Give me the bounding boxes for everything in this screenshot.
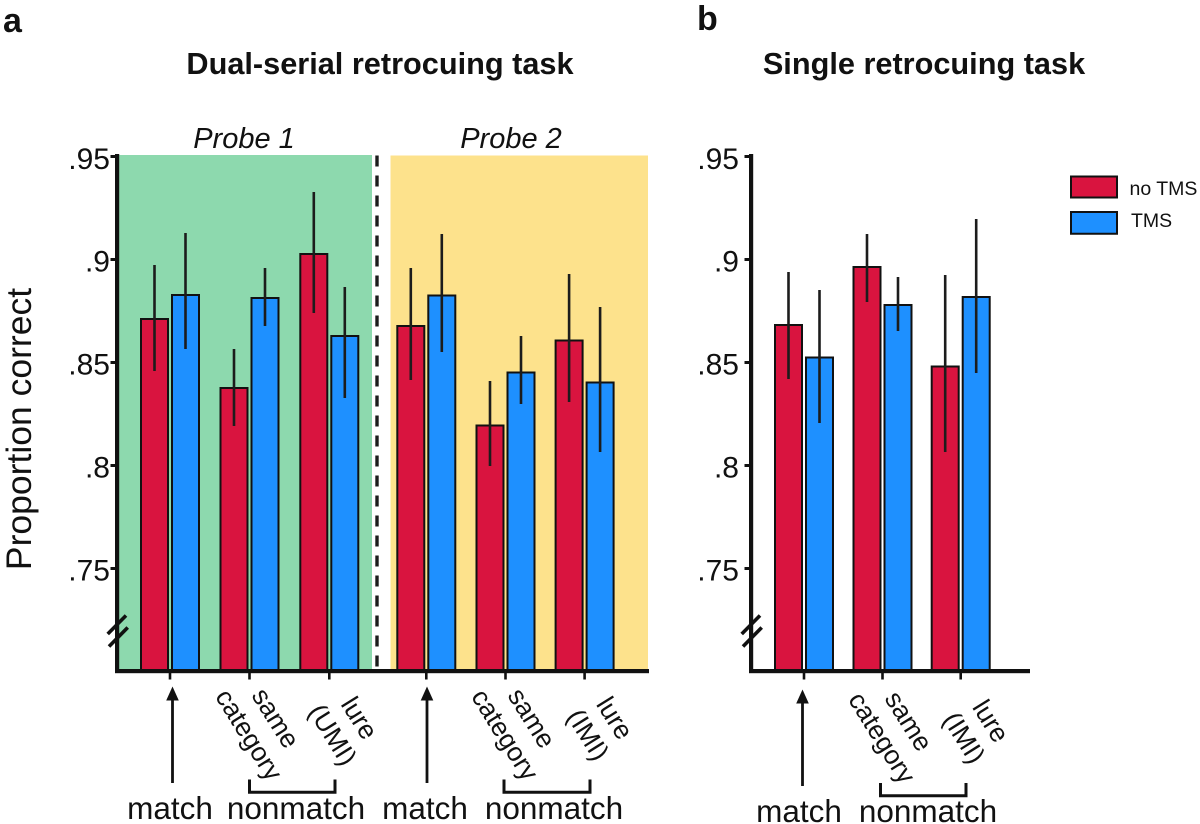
svg-text:.9: .9 (85, 246, 110, 279)
svg-text:no TMS: no TMS (1130, 178, 1198, 200)
svg-text:match: match (756, 793, 842, 824)
svg-text:.85: .85 (697, 349, 739, 382)
svg-text:b: b (697, 0, 718, 38)
svg-text:match: match (127, 790, 213, 824)
svg-text:.95: .95 (697, 143, 739, 176)
svg-text:TMS: TMS (1131, 210, 1172, 232)
svg-text:Dual-serial retrocuing task: Dual-serial retrocuing task (186, 46, 574, 81)
svg-text:nonmatch: nonmatch (227, 790, 365, 824)
svg-text:Probe 2: Probe 2 (460, 123, 562, 155)
svg-text:match: match (382, 790, 468, 824)
svg-text:Probe 1: Probe 1 (193, 123, 295, 155)
svg-text:a: a (3, 2, 23, 40)
svg-text:.9: .9 (714, 246, 739, 279)
svg-text:Proportion correct: Proportion correct (0, 288, 39, 570)
svg-text:nonmatch: nonmatch (485, 790, 623, 824)
svg-text:.8: .8 (714, 452, 739, 485)
svg-text:.85: .85 (68, 349, 110, 382)
svg-text:.75: .75 (68, 555, 110, 588)
svg-text:nonmatch: nonmatch (859, 793, 997, 824)
svg-text:.95: .95 (68, 143, 110, 176)
svg-text:Single retrocuing task: Single retrocuing task (763, 46, 1086, 81)
svg-text:.8: .8 (85, 452, 110, 485)
svg-text:.75: .75 (697, 555, 739, 588)
